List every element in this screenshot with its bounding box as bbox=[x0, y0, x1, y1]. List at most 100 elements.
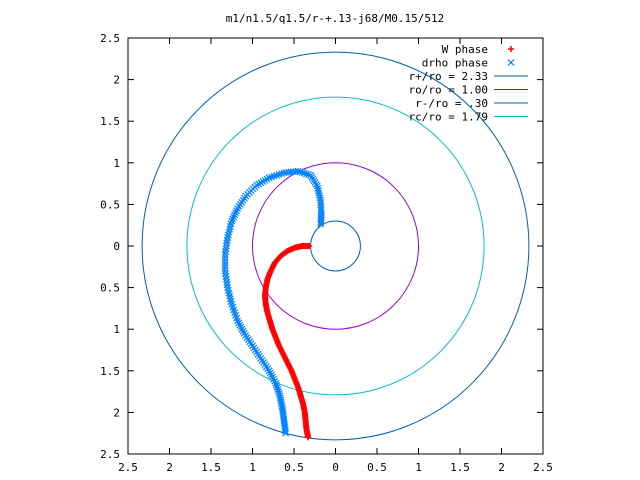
marker-stroke bbox=[266, 369, 274, 377]
marker-stroke bbox=[294, 167, 302, 175]
y-tick-label: 2.5 bbox=[100, 32, 120, 45]
x-tick-label: 1.5 bbox=[201, 461, 221, 474]
drho-phase-point bbox=[276, 394, 284, 402]
marker-stroke bbox=[225, 289, 233, 297]
drho-phase-point bbox=[231, 211, 239, 219]
x-tick-label: 1 bbox=[415, 461, 422, 474]
drho-phase-point bbox=[275, 390, 283, 398]
drho-phase-point bbox=[230, 213, 238, 221]
marker-stroke bbox=[239, 327, 247, 335]
marker-stroke bbox=[273, 381, 280, 389]
drho-phase-point bbox=[221, 264, 229, 272]
axis-ticks: 2.5 2 1.5 1 0.5 0 0.5 1 1.5 2 2.52.521.510.500.511… bbox=[100, 32, 553, 474]
legend-label: W phase bbox=[442, 43, 488, 56]
drho-phase-point bbox=[221, 256, 229, 264]
marker-stroke bbox=[270, 375, 277, 383]
marker-stroke bbox=[221, 256, 229, 264]
marker-stroke bbox=[226, 295, 234, 303]
marker-stroke bbox=[240, 329, 248, 337]
marker-stroke bbox=[285, 168, 293, 176]
x-tick-label: 2 bbox=[166, 461, 173, 474]
drho-phase-point bbox=[232, 209, 240, 217]
x-tick-label: 0 bbox=[332, 461, 339, 474]
y-tick-label: 1.5 bbox=[100, 365, 120, 378]
marker-stroke bbox=[234, 317, 241, 325]
y-tick-label: 0 bbox=[113, 240, 120, 253]
drho-phase-point bbox=[233, 207, 241, 215]
marker-stroke bbox=[224, 286, 232, 294]
x-tick-label: 2 bbox=[498, 461, 505, 474]
circle-curve bbox=[310, 220, 361, 272]
marker-stroke bbox=[274, 386, 282, 393]
marker-stroke bbox=[233, 207, 241, 215]
drho-phase-point bbox=[228, 217, 236, 225]
marker-stroke bbox=[231, 309, 239, 316]
marker-stroke bbox=[224, 284, 232, 292]
marker-stroke bbox=[238, 325, 246, 333]
marker-stroke bbox=[303, 170, 310, 178]
marker-stroke bbox=[221, 264, 229, 272]
marker-stroke bbox=[222, 270, 229, 278]
marker-stroke bbox=[226, 292, 234, 300]
marker-stroke bbox=[268, 373, 276, 381]
marker-stroke bbox=[280, 169, 288, 177]
drho-phase-point bbox=[221, 259, 229, 267]
legend-label: rc/ro = 1.79 bbox=[409, 111, 488, 124]
x-tick-label: 2.5 bbox=[533, 461, 553, 474]
drho-phase-point bbox=[221, 267, 229, 275]
marker-stroke bbox=[221, 261, 229, 269]
drho-phase-point bbox=[317, 220, 325, 228]
legend-label: drho phase bbox=[422, 57, 488, 70]
drho-phase-point bbox=[221, 253, 229, 261]
y-tick-label: 2 bbox=[113, 74, 120, 87]
x-tick-label: 2.5 bbox=[118, 461, 138, 474]
marker-stroke bbox=[317, 220, 325, 228]
marker-stroke bbox=[276, 394, 284, 402]
marker-stroke bbox=[223, 278, 231, 286]
marker-stroke bbox=[237, 323, 245, 331]
drho-phase-point bbox=[296, 168, 304, 176]
marker-stroke bbox=[276, 392, 284, 400]
y-tick-label: 0.5 bbox=[100, 282, 120, 295]
marker-stroke bbox=[275, 388, 282, 396]
y-tick-label: 1 bbox=[113, 323, 120, 336]
drho-phase-point bbox=[275, 388, 282, 396]
drho-phase-point bbox=[276, 392, 284, 400]
circle-curve bbox=[141, 51, 530, 441]
marker-stroke bbox=[223, 281, 231, 289]
marker-stroke bbox=[236, 321, 244, 329]
marker-stroke bbox=[235, 319, 243, 327]
y-tick-label: 2 bbox=[113, 406, 120, 419]
marker-stroke bbox=[232, 311, 240, 319]
chart-title: m1/n1.5/q1.5/r-+.13-j68/M0.15/512 bbox=[226, 12, 445, 25]
drho-phase-point bbox=[300, 169, 308, 177]
legend-label: r-/ro = .30 bbox=[415, 97, 488, 110]
drho-phase-point bbox=[294, 167, 302, 175]
drho-phase-point bbox=[229, 215, 237, 223]
marker-stroke bbox=[296, 168, 304, 176]
marker-stroke bbox=[287, 168, 295, 176]
drho-phase-point bbox=[221, 261, 229, 269]
marker-stroke bbox=[227, 298, 235, 305]
marker-stroke bbox=[221, 267, 229, 275]
x-tick-label: 0.5 bbox=[367, 461, 387, 474]
y-tick-label: 0.5 bbox=[100, 198, 120, 211]
w-phase-point bbox=[306, 243, 313, 249]
legend-swatch bbox=[507, 59, 515, 66]
reference-circles bbox=[141, 51, 530, 441]
x-tick-label: 1 bbox=[249, 461, 256, 474]
marker-stroke bbox=[229, 303, 237, 311]
marker-stroke bbox=[231, 211, 239, 219]
marker-stroke bbox=[221, 259, 229, 267]
marker-stroke bbox=[290, 168, 297, 176]
drho-phase-point bbox=[273, 381, 280, 389]
x-tick-label: 1.5 bbox=[450, 461, 470, 474]
drho-phase-point bbox=[273, 384, 281, 391]
y-tick-label: 1 bbox=[113, 157, 120, 170]
drho-phase-point bbox=[303, 170, 310, 178]
legend-label: ro/ro = 1.00 bbox=[409, 84, 488, 97]
marker-stroke bbox=[272, 379, 280, 387]
x-tick-label: 0.5 bbox=[284, 461, 304, 474]
marker-stroke bbox=[233, 314, 241, 322]
